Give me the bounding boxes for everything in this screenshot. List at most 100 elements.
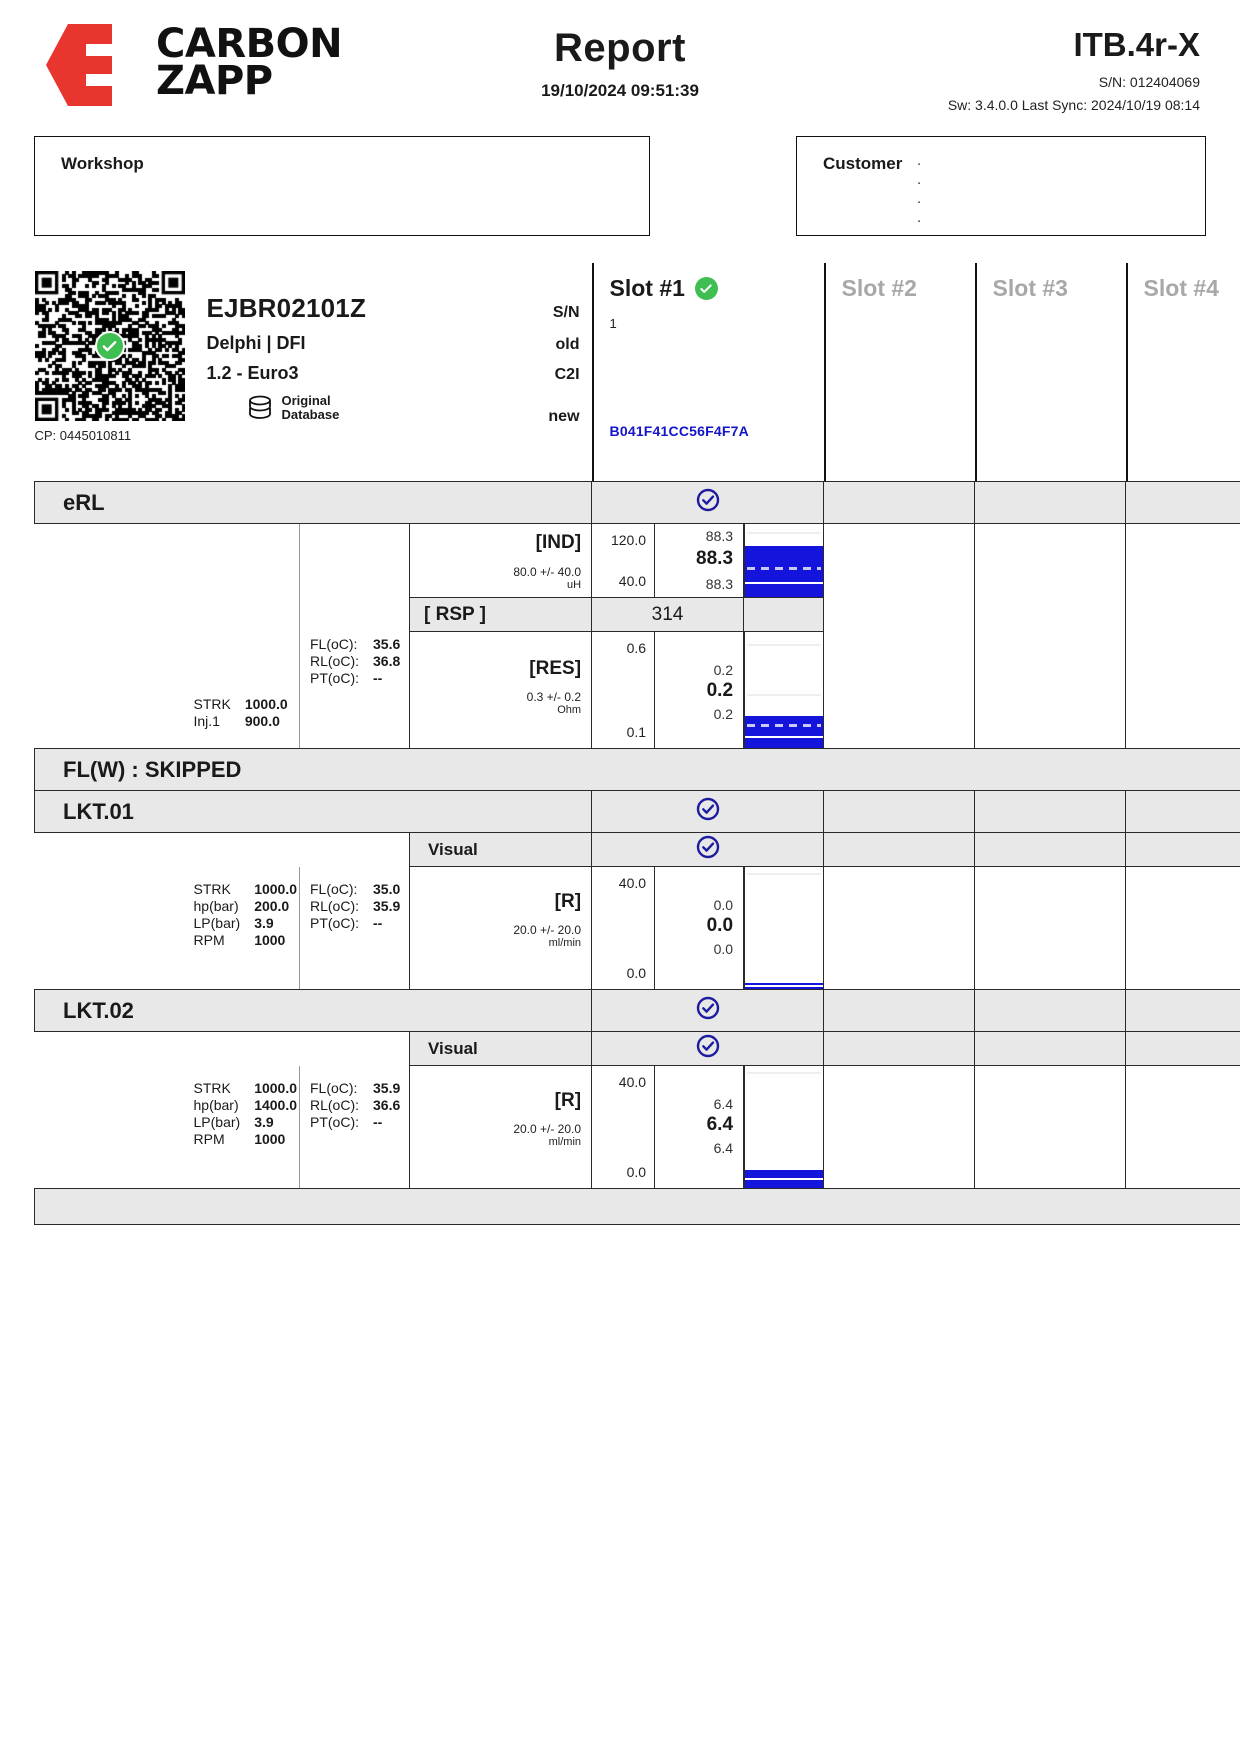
lkt01-temps: FL(oC): 35.0 RL(oC): 35.9 PT(oC): -- [299,866,410,990]
lkt02-spacer [34,1065,190,1189]
ind-target-line [747,567,822,570]
visual-label-lkt02: Visual [408,1031,593,1066]
visual-band-lkt02[interactable]: Visual [34,1031,1240,1066]
temp-key: RL(oC): [310,1096,360,1113]
temp-key: FL(oC): [310,880,358,897]
brand-line-1: CARBON [156,21,343,68]
rsp-value: 314 [651,603,684,625]
customer-label: Customer [823,154,903,173]
ind-axis: 120.0 40.0 [592,524,654,597]
param-key: LP(bar) [193,914,241,931]
param-value: 200.0 [254,897,290,914]
erl-slot4-cell [1125,523,1240,749]
customer-lines: . . . . [917,151,921,227]
lkt02-measure-label: [R] 20.0 +/- 20.0 ml/min [408,1065,592,1189]
visual-lkt01-slot4 [1125,832,1240,867]
res-min: 0.2 [713,706,734,722]
param-value: 3.9 [254,914,274,931]
param-value: 1000.0 [244,696,288,712]
slot-3-title: Slot #3 [992,275,1068,301]
erl-spacer [34,523,190,749]
erl-values: 120.0 40.0 88.3 88.3 88.3 314 0. [591,523,744,749]
label-type: C2I [554,366,580,383]
lkt01-max: 0.0 [713,897,734,913]
original-database-badge: Original Database [207,394,340,422]
visual-lkt01-slot3 [974,832,1127,867]
res-name: [RES] [529,658,582,679]
lkt01-slot3-cell [974,866,1126,990]
visual-lkt02-slot2 [823,1031,976,1066]
visual-lkt01-spacer-c [299,832,410,867]
param-key: Inj.1 [193,713,220,729]
lkt01-r-name: [R] [554,891,582,912]
page-title: Report [554,26,686,70]
section-band-flw[interactable]: FL(W) : SKIPPED [33,748,1240,791]
lkt02-max: 6.4 [713,1096,734,1112]
section-band-erl[interactable]: eRL [33,481,1240,524]
report-title-block: Report 19/10/2024 09:51:39 [364,22,876,101]
res-mean-line [745,736,824,738]
erl-temps: FL(oC): 35.6 RL(oC): 36.8 PT(oC): -- [299,523,410,749]
temp-key: FL(oC): [310,636,358,652]
section-band-lkt01[interactable]: LKT.01 [33,790,1240,833]
res-bar [745,716,824,748]
brand-logo: CARBON ZAPP [34,21,364,106]
lkt02-params: STRK 1000.0 hp(bar) 1400.0 LP(bar) 3.9 RPM 1… [189,1065,300,1189]
param-value: 900.0 [244,713,280,729]
temp-key: RL(oC): [310,897,360,914]
customer-box[interactable]: Customer . . . . [796,136,1206,236]
slot-1-new-code: B041F41CC56F4F7A [609,423,749,439]
temp-key: PT(oC): [310,1113,359,1130]
param-value: 1000 [254,1130,286,1147]
temp-key: PT(oC): [310,670,359,686]
qr-block: CP: 0445010811 [34,271,185,443]
res-max: 0.2 [713,662,734,678]
check-circle-icon [696,996,720,1020]
identity-row: CP: 0445010811 EJBR02101Z S/N Delphi | D… [34,263,1240,482]
database-icon [247,395,273,421]
slot-1-header[interactable]: Slot #1 1 B041F41CC56F4F7A [591,263,824,482]
workshop-box[interactable]: Workshop [34,136,650,236]
lkt02-data-row: STRK 1000.0 hp(bar) 1400.0 LP(bar) 3.9 RPM 1… [34,1065,1240,1189]
temp-key: FL(oC): [310,1079,358,1096]
rsp-label: [ RSP ] [424,603,486,625]
slot-1-sn: 1 [609,316,617,331]
erl-slot2-cell [823,523,975,749]
report-header: CARBON ZAPP Report 19/10/2024 09:51:39 I… [34,0,1206,113]
ind-tolerance: 80.0 +/- 40.0 [513,565,582,579]
slot-1-title-row: Slot #1 [610,275,824,302]
lkt02-min: 6.4 [713,1140,734,1156]
param-value: 3.9 [254,1113,274,1130]
lkt01-slot3 [974,790,1127,833]
lkt01-params: STRK 1000.0 hp(bar) 200.0 LP(bar) 3.9 RPM 10… [189,866,300,990]
erl-params: STRK 1000.0 Inj.1 900.0 [189,523,300,749]
workshop-label: Workshop [61,154,144,173]
temp-value: 35.0 [373,880,401,897]
db-line-2: Database [281,407,340,422]
lkt01-min: 0.0 [713,941,734,957]
section-band-lkt02[interactable]: LKT.02 [33,989,1240,1032]
ind-bar [745,546,824,597]
visual-band-lkt01[interactable]: Visual [34,832,1240,867]
param-value: 1000.0 [254,1079,298,1096]
ind-max: 88.3 [705,528,734,544]
param-key: STRK [193,880,231,897]
ind-bar-chart [744,524,824,598]
footer-band [33,1188,1240,1225]
lkt01-mean-line [745,985,824,987]
check-circle-icon [696,835,720,859]
lkt01-axis-top: 40.0 [618,875,647,891]
lkt01-slot2 [823,790,976,833]
param-value: 1400.0 [254,1096,298,1113]
slot-2-header[interactable]: Slot #2 [823,263,975,482]
lkt02-slot4-cell [1125,1065,1240,1189]
section-status-lkt02 [591,989,825,1032]
lkt02-temps: FL(oC): 35.9 RL(oC): 36.6 PT(oC): -- [299,1065,410,1189]
qr-verified-badge-icon [94,331,125,361]
slot-4-header[interactable]: Slot #4 [1125,263,1240,482]
info-boxes: Workshop Customer . . . . [34,136,1206,236]
slot-3-header[interactable]: Slot #3 [974,263,1126,482]
customer-line: . [917,171,922,188]
ind-values-box: 120.0 40.0 88.3 88.3 88.3 [592,524,744,598]
res-bar-chart [744,632,824,748]
